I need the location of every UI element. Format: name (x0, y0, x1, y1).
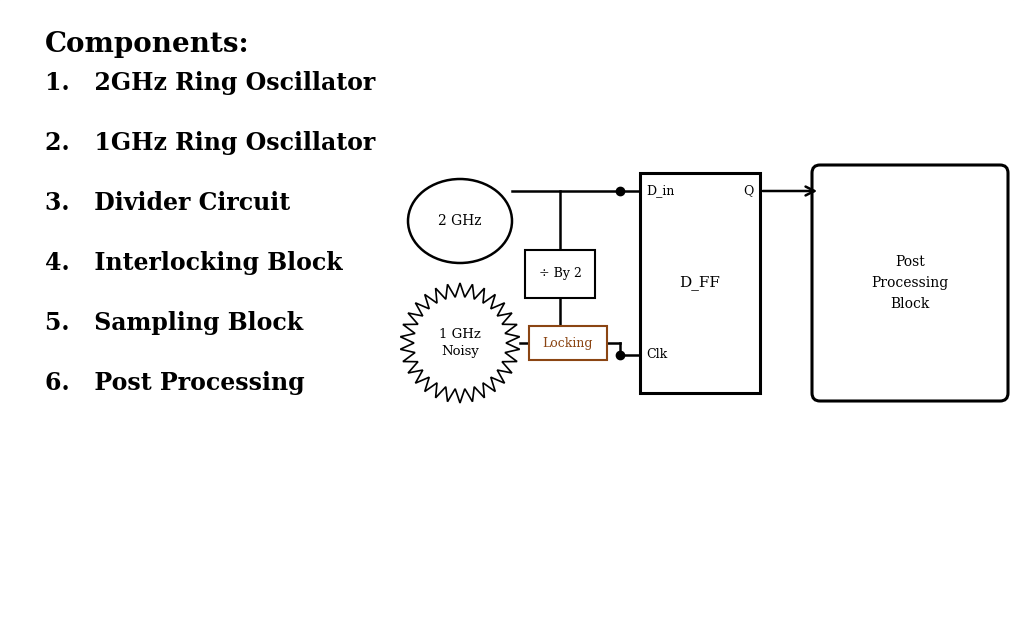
Text: D_in: D_in (646, 184, 675, 197)
Text: 4.   Interlocking Block: 4. Interlocking Block (45, 251, 343, 275)
Text: Q: Q (743, 184, 754, 197)
Text: 1.   2GHz Ring Oscillator: 1. 2GHz Ring Oscillator (45, 71, 375, 95)
Text: D_FF: D_FF (680, 276, 721, 291)
FancyBboxPatch shape (525, 250, 595, 298)
Text: 3.   Divider Circuit: 3. Divider Circuit (45, 191, 290, 215)
Text: 5.   Sampling Block: 5. Sampling Block (45, 311, 303, 335)
Text: 2.   1GHz Ring Oscillator: 2. 1GHz Ring Oscillator (45, 131, 375, 155)
Ellipse shape (408, 179, 512, 263)
Text: Post
Processing
Block: Post Processing Block (871, 255, 948, 310)
Text: 2 GHz: 2 GHz (438, 214, 481, 228)
Polygon shape (400, 283, 519, 403)
FancyBboxPatch shape (812, 165, 1008, 401)
Text: Locking: Locking (543, 337, 593, 350)
Text: 1 GHz
Noisy: 1 GHz Noisy (439, 328, 481, 358)
Text: Clk: Clk (646, 348, 668, 361)
Text: 6.   Post Processing: 6. Post Processing (45, 371, 304, 395)
FancyBboxPatch shape (529, 326, 607, 360)
Text: Components:: Components: (45, 31, 250, 58)
FancyBboxPatch shape (640, 173, 760, 393)
Text: ÷ By 2: ÷ By 2 (539, 268, 582, 281)
